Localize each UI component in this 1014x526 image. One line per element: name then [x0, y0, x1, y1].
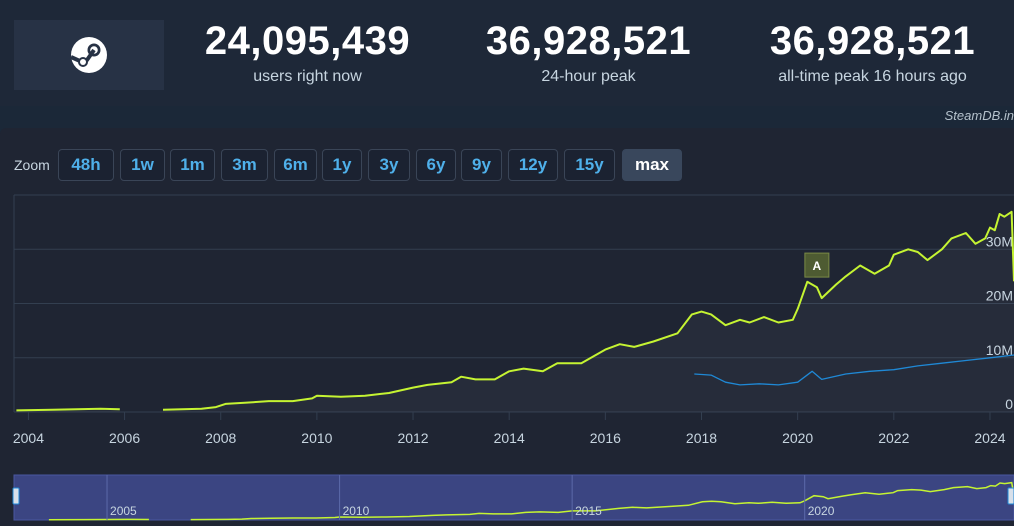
x-tick-label: 2018 — [686, 430, 717, 446]
x-tick-label: 2006 — [109, 430, 140, 446]
x-tick-label: 2016 — [590, 430, 621, 446]
x-tick-label: 2010 — [301, 430, 332, 446]
source-credit[interactable]: SteamDB.in — [944, 108, 1014, 123]
navigator-handle-right[interactable] — [1007, 487, 1014, 505]
zoom-button-1m[interactable]: 1m — [170, 149, 215, 181]
zoom-button-9y[interactable]: 9y — [461, 149, 502, 181]
navigator-handle-left[interactable] — [12, 487, 20, 505]
stat-all-time-peak: 36,928,521 all-time peak 16 hours ago — [750, 20, 995, 86]
x-tick-label: 2004 — [13, 430, 44, 446]
current-users-value: 24,095,439 — [204, 19, 411, 63]
steam-logo[interactable] — [14, 20, 164, 90]
peak-24h-value: 36,928,521 — [485, 19, 692, 63]
annotation-label: A — [813, 259, 822, 273]
peak-24h-label: 24-hour peak — [541, 68, 636, 85]
zoom-button-6y[interactable]: 6y — [416, 149, 456, 181]
zoom-button-48h[interactable]: 48h — [58, 149, 114, 181]
y-tick-label: 0 — [1005, 396, 1013, 412]
y-tick-label: 20M — [986, 288, 1013, 304]
y-tick-label: 10M — [986, 342, 1013, 358]
x-tick-label: 2022 — [878, 430, 909, 446]
all-time-peak-value: 36,928,521 — [769, 19, 976, 63]
series-line-users — [16, 407, 120, 412]
x-tick-label: 2008 — [205, 430, 236, 446]
x-tick-label: 2014 — [494, 430, 525, 446]
x-tick-label: 2024 — [974, 430, 1005, 446]
steam-icon — [70, 37, 107, 73]
zoom-button-3m[interactable]: 3m — [221, 149, 268, 181]
x-tick-label: 2012 — [397, 430, 428, 446]
zoom-button-12y[interactable]: 12y — [508, 149, 558, 181]
navigator-tick-label: 2020 — [808, 504, 835, 518]
zoom-button-1y[interactable]: 1y — [322, 149, 362, 181]
zoom-button-3y[interactable]: 3y — [368, 149, 410, 181]
zoom-button-1w[interactable]: 1w — [120, 149, 165, 181]
stat-current-users: 24,095,439 users right now — [185, 20, 430, 86]
navigator-tick-label: 2015 — [575, 504, 602, 518]
zoom-button-6m[interactable]: 6m — [274, 149, 317, 181]
zoom-label: Zoom — [14, 157, 50, 173]
chart-panel — [0, 128, 1014, 526]
y-tick-label: 30M — [986, 233, 1013, 249]
x-tick-label: 2020 — [782, 430, 813, 446]
stat-24h-peak: 36,928,521 24-hour peak — [466, 20, 711, 86]
all-time-peak-label: all-time peak 16 hours ago — [778, 68, 967, 85]
series-line-secondary — [694, 354, 1014, 386]
series-line-users — [162, 210, 1014, 411]
zoom-button-max[interactable]: max — [622, 149, 682, 181]
stats-header: 24,095,439 users right now 36,928,521 24… — [0, 0, 1014, 106]
navigator-tick-label: 2005 — [110, 504, 137, 518]
current-users-label: users right now — [253, 68, 362, 85]
zoom-button-15y[interactable]: 15y — [564, 149, 615, 181]
navigator-tick-label: 2010 — [343, 504, 370, 518]
annotation-flag — [804, 252, 830, 278]
series-area-fill — [163, 212, 1014, 412]
